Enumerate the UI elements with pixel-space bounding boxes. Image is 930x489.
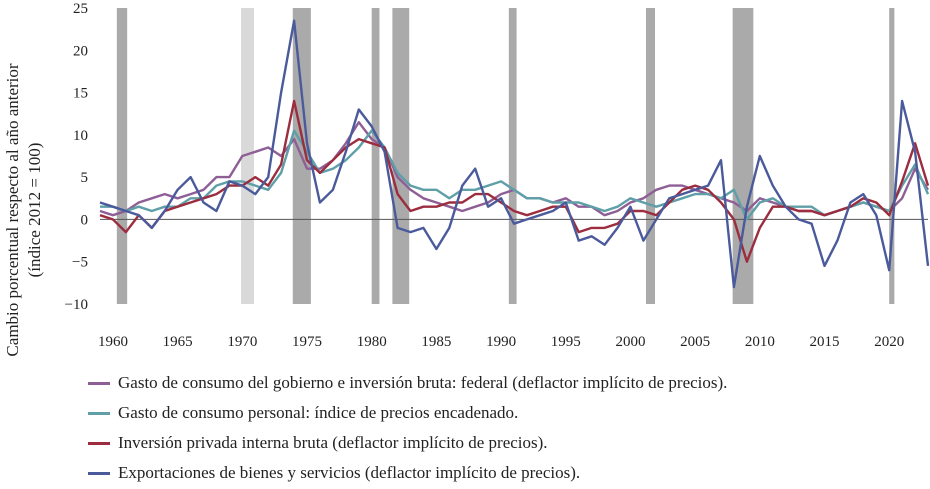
x-tick-label: 2005: [680, 334, 710, 350]
y-axis-label-line-2: (índice 2012 = 100): [25, 143, 44, 278]
x-tick-label: 1970: [227, 334, 257, 350]
x-tick-label: 2020: [874, 334, 904, 350]
recession-band-5: [508, 8, 517, 304]
y-axis-label-line-1: Cambio porcentual respecto al año anteri…: [3, 63, 22, 356]
series-line-1: [100, 129, 930, 221]
y-tick-label: 20: [73, 43, 88, 59]
legend-item-inversion-privada: Inversión privada interna bruta (deflact…: [88, 428, 727, 458]
y-tick-label: 5: [81, 170, 89, 186]
recession-band-6: [645, 8, 656, 304]
legend: Gasto de consumo del gobierno e inversió…: [88, 368, 727, 488]
legend-label: Gasto de consumo personal: índice de pre…: [118, 403, 519, 422]
recession-band-3: [371, 8, 380, 304]
legend-item-federal: Gasto de consumo del gobierno e inversió…: [88, 368, 727, 398]
y-tick-label: 15: [73, 86, 88, 102]
legend-swatch: [88, 441, 110, 445]
y-tick-label: 10: [73, 128, 88, 144]
series-line-3: [99, 19, 930, 289]
y-tick-label: 25: [73, 1, 88, 17]
x-tick-label: 2000: [615, 334, 645, 350]
x-tick-label: 1990: [486, 334, 516, 350]
series-lines: [99, 19, 930, 289]
legend-swatch: [88, 471, 110, 475]
legend-item-consumo-personal: Gasto de consumo personal: índice de pre…: [88, 398, 727, 428]
x-tick-label: 1985: [421, 334, 451, 350]
line-chart: −10 −5 0 5 10 15 20 25 1960 1965 1970 1975 1980 1985…: [3, 1, 930, 357]
y-tick-label: −10: [65, 297, 88, 313]
legend-swatch: [88, 381, 110, 385]
legend-label: Exportaciones de bienes y servicios (def…: [118, 463, 581, 482]
series-line-2: [99, 99, 930, 263]
legend-item-exportaciones: Exportaciones de bienes y servicios (def…: [88, 458, 727, 488]
recession-band-4: [392, 8, 410, 304]
x-tick-label: 1965: [163, 334, 193, 350]
x-tick-label: 2015: [810, 334, 840, 350]
y-tick-label: −5: [72, 255, 88, 271]
x-tick-label: 1975: [292, 334, 322, 350]
recession-band-1: [241, 8, 254, 304]
x-tick-label: 1960: [98, 334, 128, 350]
recession-band-0: [116, 8, 128, 304]
recession-band-8: [889, 8, 895, 304]
recession-band-7: [732, 8, 754, 304]
x-tick-label: 1995: [551, 334, 581, 350]
recession-bands: [116, 8, 895, 304]
legend-swatch: [88, 411, 110, 415]
y-tick-label: 0: [81, 212, 89, 228]
x-tick-label: 2010: [745, 334, 775, 350]
legend-label: Inversión privada interna bruta (deflact…: [118, 433, 548, 452]
y-axis-ticks: −10 −5 0 5 10 15 20 25: [65, 1, 88, 313]
legend-label: Gasto de consumo del gobierno e inversió…: [118, 373, 728, 392]
x-tick-label: 1980: [357, 334, 387, 350]
x-axis-ticks: 1960 1965 1970 1975 1980 1985 1990 1995 2000 2005…: [98, 334, 904, 350]
